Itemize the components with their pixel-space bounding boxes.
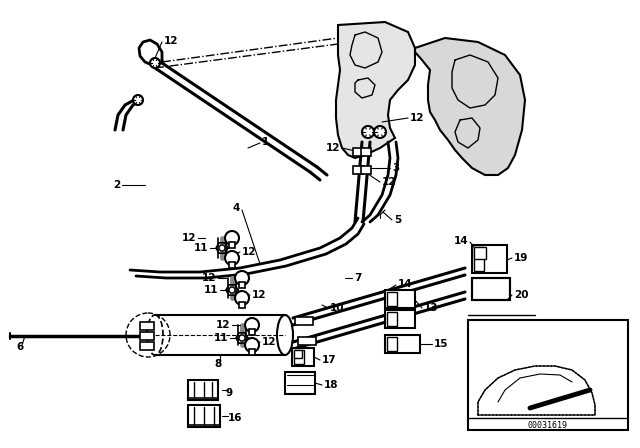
Text: 9: 9 xyxy=(226,388,233,398)
Bar xyxy=(239,282,245,288)
Bar xyxy=(294,350,304,364)
Text: 15: 15 xyxy=(434,339,449,349)
Text: 18: 18 xyxy=(324,380,339,390)
Bar xyxy=(353,166,363,174)
Text: 2: 2 xyxy=(113,180,120,190)
Text: 8: 8 xyxy=(214,359,221,369)
Bar xyxy=(385,335,420,353)
Circle shape xyxy=(225,251,239,265)
Bar xyxy=(239,302,245,308)
Bar xyxy=(188,405,220,427)
Text: 6: 6 xyxy=(17,342,24,352)
Polygon shape xyxy=(336,22,415,158)
Ellipse shape xyxy=(147,315,163,355)
Bar xyxy=(155,315,285,355)
Ellipse shape xyxy=(277,315,293,355)
Text: 12: 12 xyxy=(242,247,257,257)
Bar xyxy=(387,312,397,326)
Bar xyxy=(188,380,218,400)
Text: 12: 12 xyxy=(216,320,230,330)
Bar xyxy=(140,332,154,340)
Bar xyxy=(472,245,507,273)
Text: 11: 11 xyxy=(214,333,228,343)
Bar xyxy=(474,247,484,271)
Circle shape xyxy=(239,335,245,341)
Text: 14: 14 xyxy=(398,279,413,289)
Bar xyxy=(361,166,371,174)
Text: 00031619: 00031619 xyxy=(528,421,568,430)
Text: 12: 12 xyxy=(410,113,424,123)
Bar xyxy=(294,350,302,358)
Circle shape xyxy=(245,318,259,332)
Text: 20: 20 xyxy=(514,290,529,300)
Text: 12: 12 xyxy=(252,290,266,300)
Circle shape xyxy=(374,126,386,138)
Bar xyxy=(249,349,255,355)
Text: 12: 12 xyxy=(382,177,397,187)
Text: 12: 12 xyxy=(326,143,340,153)
Bar xyxy=(295,317,313,325)
Bar xyxy=(387,292,397,306)
Circle shape xyxy=(235,291,249,305)
Bar xyxy=(229,262,235,268)
Text: 17: 17 xyxy=(322,355,337,365)
Circle shape xyxy=(133,95,143,105)
Text: 11: 11 xyxy=(204,285,218,295)
Bar xyxy=(361,148,371,156)
Text: 3: 3 xyxy=(392,163,399,173)
Circle shape xyxy=(219,245,225,251)
Bar xyxy=(140,322,154,330)
Text: 19: 19 xyxy=(514,253,529,263)
Text: 12: 12 xyxy=(202,273,216,283)
Text: 13: 13 xyxy=(424,303,438,313)
Circle shape xyxy=(362,126,374,138)
Bar xyxy=(474,247,486,259)
Bar xyxy=(285,372,315,394)
Text: 12: 12 xyxy=(182,233,196,243)
Bar xyxy=(140,342,154,350)
Bar xyxy=(387,337,397,351)
Text: 4: 4 xyxy=(232,203,240,213)
Bar xyxy=(385,310,415,328)
Text: 14: 14 xyxy=(453,236,468,246)
Circle shape xyxy=(235,271,249,285)
Text: 10: 10 xyxy=(330,303,344,313)
Bar xyxy=(353,148,363,156)
Text: 16: 16 xyxy=(228,413,243,423)
Text: 12: 12 xyxy=(262,337,276,347)
Circle shape xyxy=(245,338,259,352)
Circle shape xyxy=(225,231,239,245)
Polygon shape xyxy=(415,38,525,175)
Circle shape xyxy=(150,58,160,68)
Bar xyxy=(472,278,510,300)
Bar xyxy=(385,290,415,308)
Text: 5: 5 xyxy=(394,215,401,225)
Text: 1: 1 xyxy=(262,137,269,147)
Text: 11: 11 xyxy=(193,243,208,253)
Text: 7: 7 xyxy=(354,273,362,283)
Bar xyxy=(468,320,628,430)
Bar xyxy=(298,337,316,345)
Bar xyxy=(229,242,235,248)
Text: 12: 12 xyxy=(164,36,179,46)
Bar xyxy=(249,329,255,335)
Circle shape xyxy=(229,287,235,293)
Bar xyxy=(292,348,314,366)
